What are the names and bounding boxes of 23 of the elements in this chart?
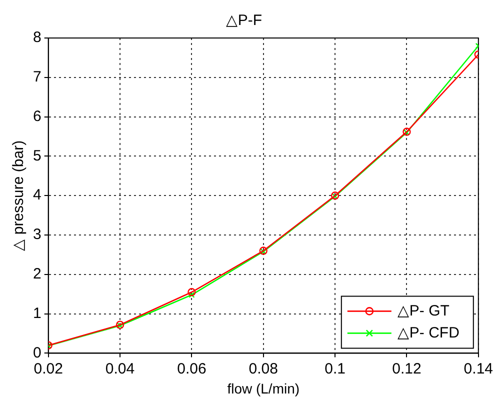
y-tick-label: 2 <box>33 266 42 283</box>
x-tick-label: 0.08 <box>248 360 278 378</box>
y-tick-label: 6 <box>33 108 42 125</box>
y-tick-label: 1 <box>33 304 42 322</box>
x-tick-label: 0.12 <box>392 360 422 378</box>
point <box>188 288 196 296</box>
y-tick-label: 0 <box>33 344 42 362</box>
x-tick-label: 0.04 <box>105 360 135 378</box>
x-tick-label: 0.06 <box>177 360 206 378</box>
x-axis-title: flow (L/min) <box>227 380 300 396</box>
y-tick-label: 5 <box>33 147 42 164</box>
x-tick-label: 0.14 <box>464 360 494 378</box>
y-tick-label: 3 <box>33 226 42 244</box>
x-tick-label: 0.02 <box>34 360 63 378</box>
legend-label: △P- CFD <box>397 324 460 342</box>
y-tick-label: 4 <box>33 186 42 204</box>
chart-title: △P-F <box>226 12 262 30</box>
y-axis-title: △ pressure (bar) <box>10 140 28 251</box>
y-tick-label: 8 <box>33 29 42 46</box>
x-tick-label: 0.1 <box>324 360 346 378</box>
y-tick-label: 7 <box>33 68 42 86</box>
point <box>188 292 195 298</box>
legend-label: △P- GT <box>397 302 450 320</box>
